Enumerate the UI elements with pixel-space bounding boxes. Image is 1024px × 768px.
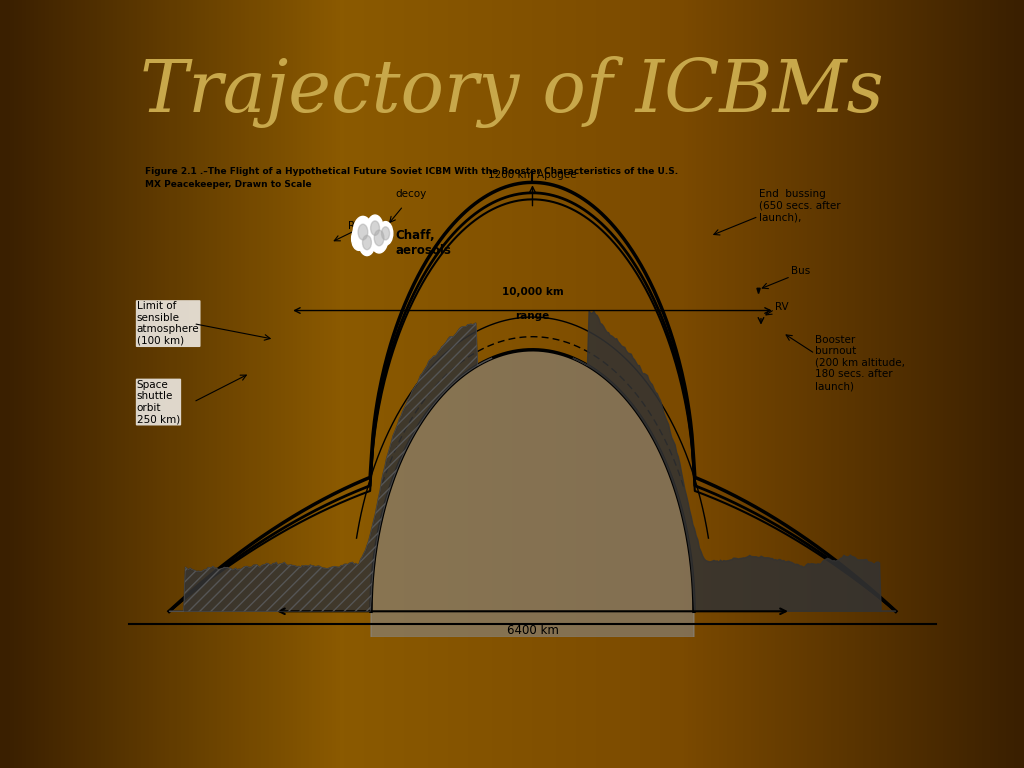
Circle shape <box>374 230 384 246</box>
Polygon shape <box>757 288 760 293</box>
Text: 10,000 km: 10,000 km <box>502 287 563 297</box>
Circle shape <box>371 224 388 253</box>
Text: Limit of
sensible
atmosphere
(100 km): Limit of sensible atmosphere (100 km) <box>137 301 200 346</box>
Text: Space
shuttle
orbit
250 km): Space shuttle orbit 250 km) <box>137 379 180 425</box>
Text: RV: RV <box>348 220 361 230</box>
Text: Figure 2.1 .–The Flight of a Hypothetical Future Soviet ICBM With the Booster Ch: Figure 2.1 .–The Flight of a Hypothetica… <box>145 167 678 176</box>
Text: 6400 km: 6400 km <box>507 624 558 637</box>
Polygon shape <box>572 311 896 611</box>
Text: 1200 km Apogee: 1200 km Apogee <box>488 170 577 180</box>
Text: Bus: Bus <box>791 266 810 276</box>
Text: decoy: decoy <box>395 190 427 200</box>
Circle shape <box>358 230 375 256</box>
Text: Booster
burnout
(200 km altitude,
180 secs. after
launch): Booster burnout (200 km altitude, 180 se… <box>815 335 905 391</box>
Text: Trajectory of ICBMs: Trajectory of ICBMs <box>140 56 884 128</box>
Circle shape <box>378 222 393 245</box>
Circle shape <box>351 227 367 250</box>
Text: range: range <box>515 310 550 320</box>
Polygon shape <box>169 323 493 611</box>
Circle shape <box>382 227 389 240</box>
Circle shape <box>367 215 383 241</box>
Circle shape <box>371 221 380 235</box>
Text: MX Peacekeeper, Drawn to Scale: MX Peacekeeper, Drawn to Scale <box>145 180 311 189</box>
Text: Chaff,
aerosols: Chaff, aerosols <box>395 229 452 257</box>
Text: End  bussing
(650 secs. after
launch),: End bussing (650 secs. after launch), <box>759 189 840 223</box>
Circle shape <box>353 217 373 248</box>
Circle shape <box>362 235 372 250</box>
Text: RV: RV <box>775 302 788 312</box>
Circle shape <box>358 224 368 240</box>
Polygon shape <box>371 349 694 637</box>
